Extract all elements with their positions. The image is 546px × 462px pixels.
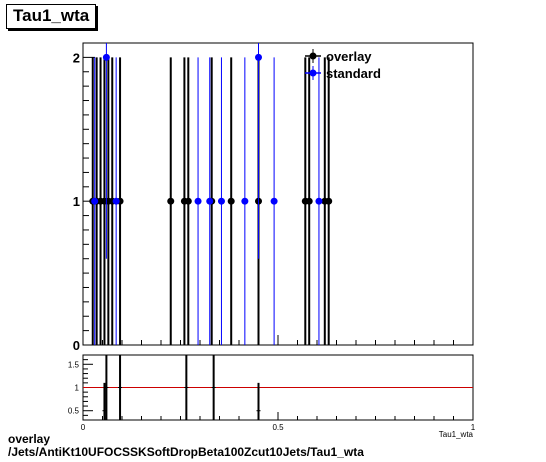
standard-point — [91, 197, 99, 205]
main-plot: 0 1 2 — [73, 42, 474, 353]
ratio-x-tick-label: 1 — [471, 423, 476, 432]
ratio-x-tick-label: 0 — [81, 423, 86, 432]
main-frame — [82, 42, 474, 346]
ratio-x-tick-label: 0.5 — [272, 423, 284, 432]
ratio-y-tick-label: 1 — [75, 384, 80, 393]
ratio-y-tick-label: 0.5 — [68, 407, 80, 416]
overlay-point — [167, 197, 175, 205]
standard-point — [112, 197, 120, 205]
overlay-point — [325, 197, 333, 205]
legend-marker-overlay — [309, 52, 317, 60]
chart-title: Tau1_wta — [6, 4, 97, 29]
standard-point — [315, 197, 323, 205]
footer-line-2: /Jets/AntiKt10UFOCSSKSoftDropBeta100Zcut… — [8, 445, 364, 459]
y-tick-label: 0 — [73, 338, 80, 353]
overlay-point — [227, 197, 235, 205]
ratio-x-axis-label: Tau1_wta — [439, 430, 474, 439]
overlay-point — [184, 197, 192, 205]
legend: overlay standard — [305, 49, 381, 81]
standard-point — [255, 53, 262, 61]
ratio-y-tick-label: 1.5 — [68, 360, 80, 369]
overlay-point — [305, 197, 313, 205]
y-tick-label: 2 — [73, 50, 80, 65]
standard-point — [194, 197, 202, 205]
footer-line-1: overlay — [8, 432, 51, 446]
standard-point — [206, 197, 214, 205]
legend-marker-standard — [309, 69, 317, 77]
legend-label-overlay: overlay — [326, 49, 372, 64]
standard-point — [217, 197, 225, 205]
standard-point — [270, 197, 278, 205]
standard-point — [241, 197, 249, 205]
legend-label-standard: standard — [326, 66, 381, 81]
standard-point — [102, 53, 110, 61]
y-tick-label: 1 — [73, 194, 80, 209]
